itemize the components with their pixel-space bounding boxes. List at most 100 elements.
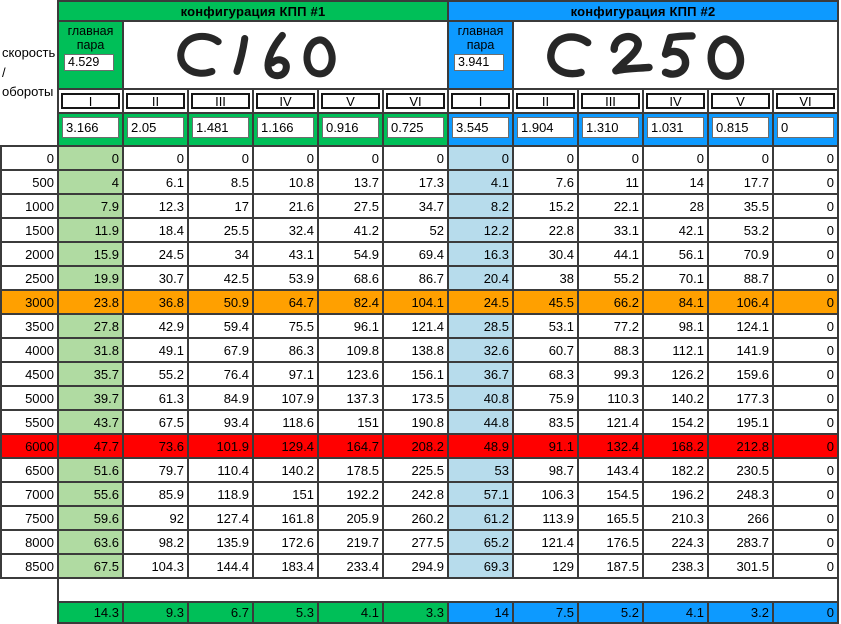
speed-cell[interactable]: 82.4 bbox=[319, 291, 384, 315]
speed-cell[interactable]: 0 bbox=[384, 147, 449, 171]
summary-cell[interactable]: 7.5 bbox=[514, 601, 579, 624]
speed-cell[interactable]: 84.1 bbox=[644, 291, 709, 315]
speed-cell[interactable]: 0 bbox=[774, 531, 839, 555]
speed-cell[interactable]: 283.7 bbox=[709, 531, 774, 555]
speed-cell[interactable]: 0 bbox=[774, 483, 839, 507]
speed-cell[interactable]: 15.9 bbox=[59, 243, 124, 267]
speed-cell[interactable]: 36.7 bbox=[449, 363, 514, 387]
speed-cell[interactable]: 57.1 bbox=[449, 483, 514, 507]
speed-cell[interactable]: 301.5 bbox=[709, 555, 774, 579]
speed-cell[interactable]: 113.9 bbox=[514, 507, 579, 531]
gear-header-cell[interactable]: V bbox=[709, 90, 774, 114]
gear-ratio-input[interactable]: 1.166 bbox=[257, 117, 314, 138]
summary-cell[interactable]: 14 bbox=[449, 601, 514, 624]
speed-cell[interactable]: 40.8 bbox=[449, 387, 514, 411]
gear-header-cell[interactable]: I bbox=[449, 90, 514, 114]
speed-cell[interactable]: 85.9 bbox=[124, 483, 189, 507]
speed-cell[interactable]: 127.4 bbox=[189, 507, 254, 531]
speed-cell[interactable]: 44.8 bbox=[449, 411, 514, 435]
speed-cell[interactable]: 104.3 bbox=[124, 555, 189, 579]
summary-cell[interactable]: 5.2 bbox=[579, 601, 644, 624]
speed-cell[interactable]: 154.5 bbox=[579, 483, 644, 507]
speed-cell[interactable]: 156.1 bbox=[384, 363, 449, 387]
speed-cell[interactable]: 0 bbox=[774, 339, 839, 363]
speed-cell[interactable]: 124.1 bbox=[709, 315, 774, 339]
speed-cell[interactable]: 45.5 bbox=[514, 291, 579, 315]
speed-cell[interactable]: 104.1 bbox=[384, 291, 449, 315]
speed-cell[interactable]: 31.8 bbox=[59, 339, 124, 363]
speed-cell[interactable]: 63.6 bbox=[59, 531, 124, 555]
speed-cell[interactable]: 83.5 bbox=[514, 411, 579, 435]
speed-cell[interactable]: 75.9 bbox=[514, 387, 579, 411]
gear-header-cell[interactable]: I bbox=[59, 90, 124, 114]
speed-cell[interactable]: 0 bbox=[774, 291, 839, 315]
speed-cell[interactable]: 238.3 bbox=[644, 555, 709, 579]
speed-cell[interactable]: 143.4 bbox=[579, 459, 644, 483]
summary-cell[interactable]: 0 bbox=[774, 601, 839, 624]
speed-cell[interactable]: 212.8 bbox=[709, 435, 774, 459]
speed-cell[interactable]: 19.9 bbox=[59, 267, 124, 291]
speed-cell[interactable]: 7.6 bbox=[514, 171, 579, 195]
speed-cell[interactable]: 233.4 bbox=[319, 555, 384, 579]
speed-cell[interactable]: 110.4 bbox=[189, 459, 254, 483]
speed-cell[interactable]: 44.1 bbox=[579, 243, 644, 267]
speed-cell[interactable]: 13.7 bbox=[319, 171, 384, 195]
speed-cell[interactable]: 30.7 bbox=[124, 267, 189, 291]
speed-cell[interactable]: 17 bbox=[189, 195, 254, 219]
speed-cell[interactable]: 23.8 bbox=[59, 291, 124, 315]
speed-cell[interactable]: 10.8 bbox=[254, 171, 319, 195]
gear-ratio-input[interactable]: 3.545 bbox=[452, 117, 509, 138]
speed-cell[interactable]: 61.2 bbox=[449, 507, 514, 531]
speed-cell[interactable]: 67.5 bbox=[124, 411, 189, 435]
speed-cell[interactable]: 242.8 bbox=[384, 483, 449, 507]
speed-cell[interactable]: 70.9 bbox=[709, 243, 774, 267]
speed-cell[interactable]: 91.1 bbox=[514, 435, 579, 459]
speed-cell[interactable]: 190.8 bbox=[384, 411, 449, 435]
speed-cell[interactable]: 135.9 bbox=[189, 531, 254, 555]
speed-cell[interactable]: 98.2 bbox=[124, 531, 189, 555]
speed-cell[interactable]: 84.9 bbox=[189, 387, 254, 411]
speed-cell[interactable]: 52 bbox=[384, 219, 449, 243]
speed-cell[interactable]: 22.1 bbox=[579, 195, 644, 219]
gear-ratio-input[interactable]: 2.05 bbox=[127, 117, 184, 138]
speed-cell[interactable]: 53.1 bbox=[514, 315, 579, 339]
gear-ratio-input[interactable]: 0 bbox=[777, 117, 834, 138]
speed-cell[interactable]: 101.9 bbox=[189, 435, 254, 459]
speed-cell[interactable]: 230.5 bbox=[709, 459, 774, 483]
speed-cell[interactable]: 54.9 bbox=[319, 243, 384, 267]
speed-cell[interactable]: 126.2 bbox=[644, 363, 709, 387]
speed-cell[interactable]: 43.7 bbox=[59, 411, 124, 435]
speed-cell[interactable]: 182.2 bbox=[644, 459, 709, 483]
speed-cell[interactable]: 49.1 bbox=[124, 339, 189, 363]
speed-cell[interactable]: 22.8 bbox=[514, 219, 579, 243]
speed-cell[interactable]: 67.5 bbox=[59, 555, 124, 579]
speed-cell[interactable]: 106.3 bbox=[514, 483, 579, 507]
speed-cell[interactable]: 20.4 bbox=[449, 267, 514, 291]
speed-cell[interactable]: 0 bbox=[709, 147, 774, 171]
speed-cell[interactable]: 96.1 bbox=[319, 315, 384, 339]
speed-cell[interactable]: 176.5 bbox=[579, 531, 644, 555]
gear-ratio-input[interactable]: 0.916 bbox=[322, 117, 379, 138]
speed-cell[interactable]: 195.1 bbox=[709, 411, 774, 435]
speed-cell[interactable]: 0 bbox=[774, 219, 839, 243]
speed-cell[interactable]: 35.7 bbox=[59, 363, 124, 387]
summary-cell[interactable]: 3.2 bbox=[709, 601, 774, 624]
summary-cell[interactable]: 5.3 bbox=[254, 601, 319, 624]
speed-cell[interactable]: 34.7 bbox=[384, 195, 449, 219]
speed-cell[interactable]: 42.1 bbox=[644, 219, 709, 243]
speed-cell[interactable]: 73.6 bbox=[124, 435, 189, 459]
speed-cell[interactable]: 141.9 bbox=[709, 339, 774, 363]
speed-cell[interactable]: 68.6 bbox=[319, 267, 384, 291]
speed-cell[interactable]: 53.9 bbox=[254, 267, 319, 291]
speed-cell[interactable]: 66.2 bbox=[579, 291, 644, 315]
speed-cell[interactable]: 25.5 bbox=[189, 219, 254, 243]
gear-ratio-input[interactable]: 0.815 bbox=[712, 117, 769, 138]
speed-cell[interactable]: 55.2 bbox=[579, 267, 644, 291]
summary-cell[interactable]: 4.1 bbox=[319, 601, 384, 624]
speed-cell[interactable]: 110.3 bbox=[579, 387, 644, 411]
speed-cell[interactable]: 210.3 bbox=[644, 507, 709, 531]
speed-cell[interactable]: 0 bbox=[774, 267, 839, 291]
speed-cell[interactable]: 277.5 bbox=[384, 531, 449, 555]
speed-cell[interactable]: 48.9 bbox=[449, 435, 514, 459]
speed-cell[interactable]: 140.2 bbox=[254, 459, 319, 483]
